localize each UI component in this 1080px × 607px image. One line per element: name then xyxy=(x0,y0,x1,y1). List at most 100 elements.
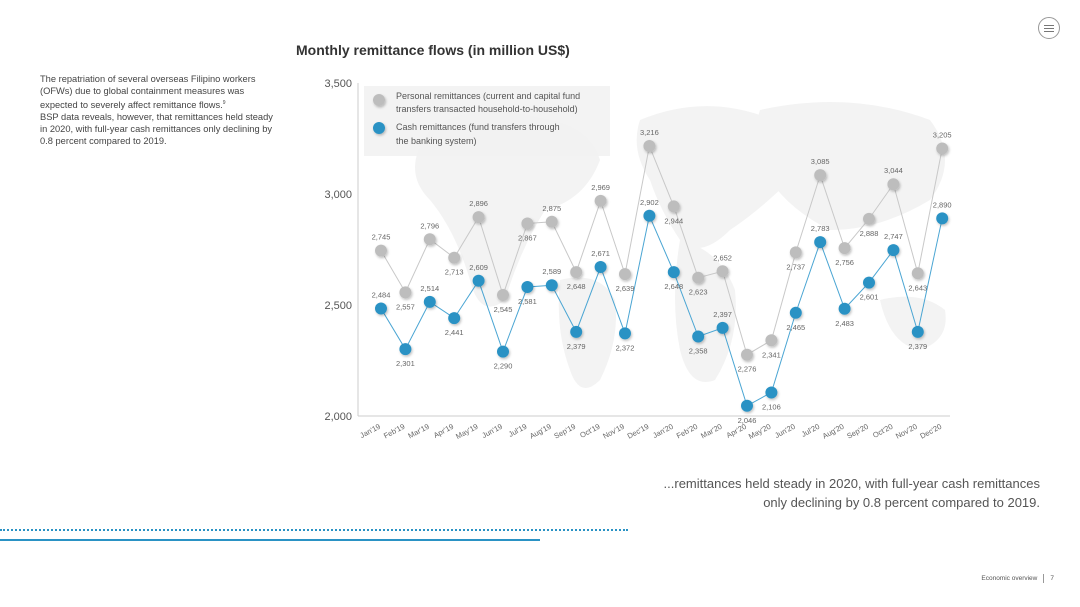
cash-data-label: 2,783 xyxy=(811,224,830,233)
remittance-chart: Personal remittances (current and capita… xyxy=(324,78,952,441)
legend-personal-label-1: Personal remittances (current and capita… xyxy=(396,91,580,101)
personal-point xyxy=(936,142,949,155)
x-tick-label: Apr'19 xyxy=(432,422,455,440)
personal-data-label: 2,623 xyxy=(689,288,708,297)
intro-paragraph: The repatriation of several overseas Fil… xyxy=(40,73,280,147)
cash-point xyxy=(863,276,875,289)
cash-data-label: 2,648 xyxy=(664,282,683,291)
personal-data-label: 3,216 xyxy=(640,128,659,137)
cash-data-label: 2,890 xyxy=(933,200,952,209)
cash-point xyxy=(936,212,949,225)
personal-point xyxy=(789,246,802,259)
personal-point xyxy=(448,251,461,264)
personal-data-label: 2,557 xyxy=(396,302,415,311)
cash-data-label: 2,484 xyxy=(372,291,391,300)
personal-point xyxy=(692,271,705,284)
legend-cash-marker xyxy=(373,122,385,134)
cash-data-label: 2,372 xyxy=(616,343,635,352)
personal-data-label: 2,875 xyxy=(542,204,561,213)
cash-point xyxy=(594,261,607,274)
x-tick-label: Feb'19 xyxy=(382,422,406,441)
y-tick-label: 2,000 xyxy=(324,411,352,423)
footnote-mark: 9 xyxy=(222,100,226,106)
cash-data-label: 2,902 xyxy=(640,198,659,207)
menu-bar xyxy=(1044,24,1054,26)
personal-point xyxy=(838,242,851,255)
personal-data-label: 2,639 xyxy=(616,284,635,293)
personal-point xyxy=(375,244,387,257)
personal-point xyxy=(521,217,534,230)
cash-data-label: 2,397 xyxy=(713,310,732,319)
personal-point xyxy=(765,334,778,347)
menu-bar xyxy=(1044,27,1054,29)
x-tick-label: May'19 xyxy=(454,422,479,441)
personal-data-label: 2,944 xyxy=(664,216,683,225)
x-tick-label: Jun'20 xyxy=(773,422,797,440)
footer: Economic overview 7 xyxy=(981,574,1054,583)
cash-point xyxy=(838,302,851,315)
personal-data-label: 2,643 xyxy=(908,283,927,292)
personal-data-label: 2,745 xyxy=(372,233,391,242)
cash-point xyxy=(911,325,924,338)
cash-data-label: 2,609 xyxy=(469,263,488,272)
cash-point xyxy=(497,345,509,358)
personal-data-label: 3,044 xyxy=(884,166,903,175)
menu-bar xyxy=(1044,30,1054,32)
personal-point xyxy=(716,265,729,278)
x-tick-label: Nov'19 xyxy=(601,422,626,441)
personal-data-label: 2,867 xyxy=(518,234,537,243)
x-tick-label: Nov'20 xyxy=(894,422,919,441)
cash-data-label: 2,581 xyxy=(518,297,537,306)
personal-point xyxy=(594,194,607,207)
footer-separator xyxy=(1043,574,1045,583)
dotted-divider xyxy=(0,529,628,531)
cash-data-label: 2,589 xyxy=(542,267,561,276)
cash-point xyxy=(521,281,534,294)
cash-data-label: 2,106 xyxy=(762,402,781,411)
personal-point xyxy=(887,178,900,191)
cash-data-label: 2,514 xyxy=(420,284,439,293)
cash-point xyxy=(423,295,436,308)
cash-point xyxy=(692,330,705,343)
personal-point xyxy=(497,289,509,302)
cash-point xyxy=(545,279,558,292)
y-tick-label: 2,500 xyxy=(324,300,352,312)
chart-title: Monthly remittance flows (in million US$… xyxy=(296,42,570,58)
accent-divider xyxy=(0,539,540,541)
cash-point xyxy=(375,302,387,315)
cash-data-label: 2,379 xyxy=(908,342,927,351)
page-number: 7 xyxy=(1050,575,1054,582)
callout-text: ...remittances held steady in 2020, with… xyxy=(663,476,1040,510)
personal-point xyxy=(911,267,924,280)
legend-cash-label-2: the banking system) xyxy=(396,136,477,146)
cash-data-label: 2,441 xyxy=(445,328,464,337)
personal-data-label: 2,545 xyxy=(494,305,513,314)
personal-data-label: 2,652 xyxy=(713,253,732,262)
legend: Personal remittances (current and capita… xyxy=(373,91,580,146)
cash-data-label: 2,290 xyxy=(494,362,513,371)
cash-point xyxy=(448,312,461,325)
x-tick-label: Feb'20 xyxy=(675,422,699,441)
cash-data-label: 2,671 xyxy=(591,249,610,258)
y-tick-label: 3,500 xyxy=(324,78,352,90)
cash-data-label: 2,301 xyxy=(396,359,415,368)
cash-point xyxy=(887,244,900,257)
personal-point xyxy=(741,348,753,361)
personal-data-label: 2,888 xyxy=(860,229,879,238)
personal-series-line xyxy=(380,144,943,356)
personal-point xyxy=(643,140,656,153)
x-tick-label: Dec'19 xyxy=(626,422,651,441)
cash-point xyxy=(399,343,412,356)
cash-point xyxy=(619,327,631,340)
footer-section: Economic overview xyxy=(981,575,1038,582)
x-tick-label: Jul'20 xyxy=(800,422,821,439)
cash-point xyxy=(667,266,680,279)
personal-point xyxy=(619,268,631,281)
personal-data-label: 2,648 xyxy=(567,282,586,291)
x-tick-label: Aug'19 xyxy=(528,422,553,441)
menu-icon[interactable] xyxy=(1038,17,1060,39)
cash-data-label: 2,379 xyxy=(567,342,586,351)
personal-data-label: 2,756 xyxy=(835,258,854,267)
x-tick-label: Jan'20 xyxy=(651,422,675,440)
x-tick-label: Oct'19 xyxy=(578,422,601,440)
